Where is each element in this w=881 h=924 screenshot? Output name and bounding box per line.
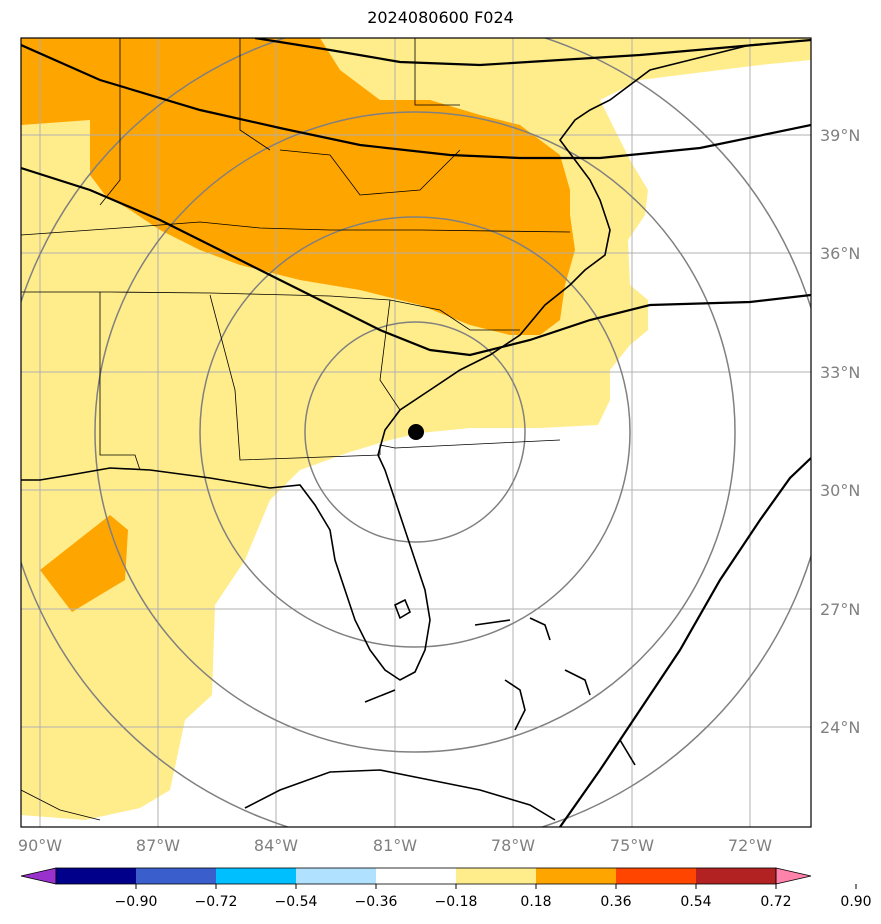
colorbar-segment	[456, 868, 537, 884]
colorbar-tick-label: −0.90	[115, 894, 158, 910]
gridlines	[21, 38, 811, 827]
lon-label: 75°W	[610, 836, 654, 855]
lat-label: 36°N	[820, 244, 860, 263]
colorbar-tick-label: −0.36	[355, 894, 398, 910]
lon-label: 78°W	[491, 836, 535, 855]
contour-lines	[21, 38, 811, 827]
lon-label: 84°W	[254, 836, 298, 855]
colorbar-tick-label: 0.36	[600, 894, 631, 910]
colorbar-segment	[536, 868, 617, 884]
colorbar-segment	[56, 868, 137, 884]
colorbar-tick-label: 0.90	[840, 894, 871, 910]
map-area	[21, 38, 811, 827]
lon-label: 81°W	[373, 836, 417, 855]
colorbar-extend-high	[775, 867, 812, 885]
colorbar-tick-label: −0.72	[195, 894, 238, 910]
lat-label: 30°N	[820, 481, 860, 500]
colorbar-segment	[376, 868, 457, 884]
lon-label: 72°W	[728, 836, 772, 855]
lat-label: 39°N	[820, 126, 860, 145]
lat-labels: 39°N 36°N 33°N 30°N 27°N 24°N	[820, 126, 860, 737]
map-frame	[20, 37, 812, 828]
colorbar-segment	[136, 868, 217, 884]
colorbar-segment	[216, 868, 297, 884]
colorbar: −0.90 −0.72 −0.54 −0.36 −0.18 0.18 0.36 0.54 0.7…	[20, 867, 872, 910]
colorbar-frame	[55, 867, 777, 885]
colorbar-segment	[616, 868, 697, 884]
range-rings	[21, 38, 811, 827]
map-title: 2024080600 F024	[367, 8, 514, 27]
lon-label: 87°W	[136, 836, 180, 855]
lat-label: 27°N	[820, 600, 860, 619]
colorbar-tick-label: −0.18	[435, 894, 478, 910]
field-mid-gulf	[40, 515, 128, 612]
lat-label: 33°N	[820, 363, 860, 382]
colorbar-tick-label: 0.72	[760, 894, 791, 910]
lon-label: 90°W	[18, 836, 62, 855]
colorbar-segment	[296, 868, 377, 884]
colorbar-segment	[696, 868, 777, 884]
lat-label: 24°N	[820, 718, 860, 737]
colorbar-tick-label: 0.54	[680, 894, 711, 910]
storm-center-marker	[408, 424, 424, 440]
lon-labels: 90°W 87°W 84°W 81°W 78°W 75°W 72°W	[18, 836, 772, 855]
colorbar-extend-low	[20, 867, 57, 885]
coastline	[21, 39, 811, 821]
colorbar-tick-label: 0.18	[520, 894, 551, 910]
colorbar-tick-label: −0.54	[275, 894, 318, 910]
